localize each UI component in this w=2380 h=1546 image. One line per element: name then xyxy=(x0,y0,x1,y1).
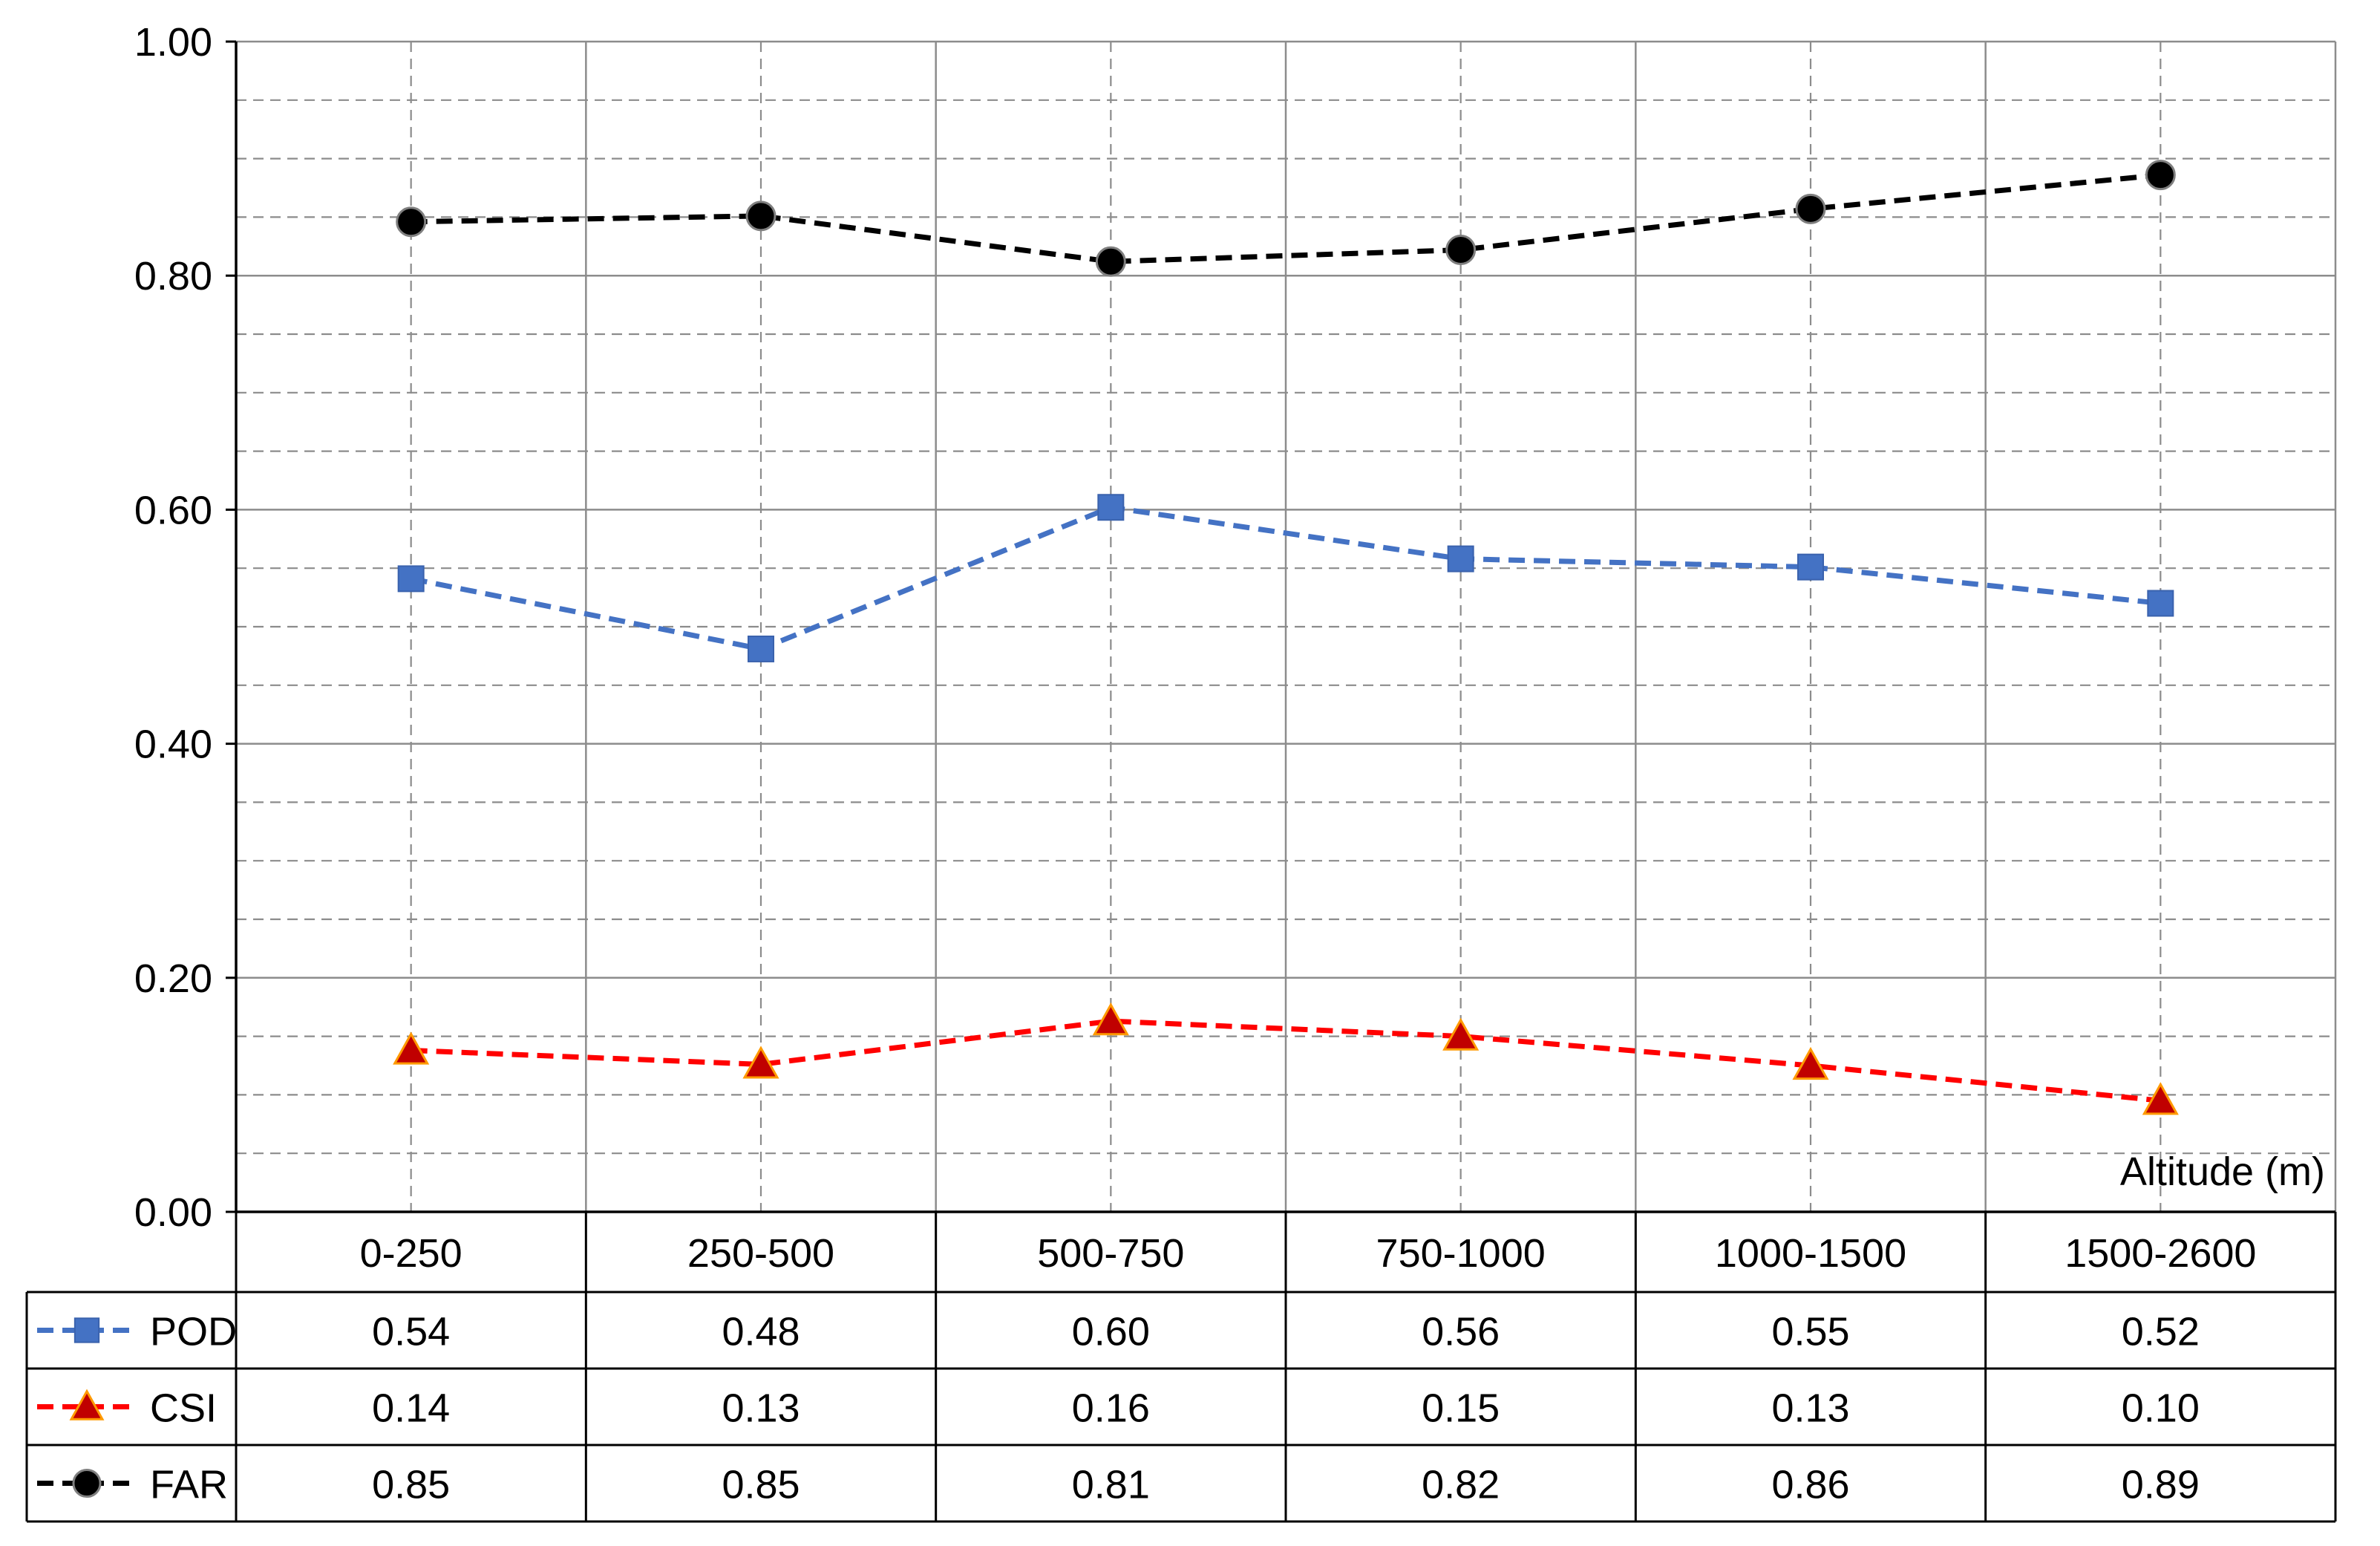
y-tick-label: 1.00 xyxy=(134,20,212,65)
table-value: 0.89 xyxy=(2122,1463,2200,1507)
table-value: 0.85 xyxy=(722,1463,800,1507)
table-value: 0.55 xyxy=(1771,1310,1849,1354)
series-line-far xyxy=(411,172,2161,264)
table-value: 0.86 xyxy=(1771,1463,1849,1507)
table-value: 0.13 xyxy=(1771,1386,1849,1431)
y-tick-label: 0.00 xyxy=(134,1190,212,1235)
table-value: 0.14 xyxy=(372,1386,450,1431)
table-value: 0.15 xyxy=(1422,1386,1500,1431)
legend-entry-far: FAR xyxy=(150,1463,228,1507)
legend-key-marker-csi xyxy=(69,1389,105,1421)
grid-lines xyxy=(236,40,2337,1212)
table-value: 0.81 xyxy=(1072,1463,1150,1507)
data-point-csi xyxy=(2142,1082,2179,1115)
data-point-pod xyxy=(397,565,425,593)
table-value: 0.60 xyxy=(1072,1310,1150,1354)
series-pod xyxy=(397,494,2174,662)
data-table: 0-250 250-500 500-750 750-1000 1000-1500 1500… xyxy=(25,1212,2337,1523)
y-tick-label: 0.20 xyxy=(134,956,212,1001)
data-point-far xyxy=(745,200,777,232)
x-tick-label: 750-1000 xyxy=(1376,1231,1546,1276)
data-point-pod xyxy=(1797,553,1824,581)
data-point-far xyxy=(1795,193,1826,224)
series-line-pod xyxy=(410,504,2161,652)
x-tick-label: 250-500 xyxy=(687,1231,834,1276)
legend-entry-csi: CSI xyxy=(150,1386,217,1431)
data-point-csi xyxy=(742,1046,779,1079)
table-value: 0.16 xyxy=(1072,1386,1150,1431)
data-point-far xyxy=(1445,235,1477,266)
legend-key-marker-far xyxy=(72,1468,102,1498)
series-line-csi xyxy=(411,1018,2161,1103)
x-axis-label: Altitude (m) xyxy=(2120,1149,2325,1194)
y-tick-label: 0.40 xyxy=(134,723,212,767)
y-axis-ticks: 0.00 0.20 0.40 0.60 0.80 1.00 xyxy=(134,20,236,1235)
x-tick-label: 500-750 xyxy=(1037,1231,1184,1276)
data-point-pod xyxy=(2147,590,2174,617)
table-value: 0.48 xyxy=(722,1310,800,1354)
y-tick-label: 0.80 xyxy=(134,254,212,299)
table-value: 0.54 xyxy=(372,1310,450,1354)
series-far xyxy=(396,160,2176,277)
data-point-csi xyxy=(393,1031,430,1065)
series-csi xyxy=(393,1002,2179,1115)
y-tick-label: 0.60 xyxy=(134,488,212,532)
x-tick-label: 0-250 xyxy=(360,1231,462,1276)
x-tick-label: 1000-1500 xyxy=(1715,1231,1906,1276)
data-point-pod xyxy=(1447,545,1474,573)
table-value: 0.56 xyxy=(1422,1310,1500,1354)
table-value: 0.13 xyxy=(722,1386,800,1431)
table-value: 0.10 xyxy=(2122,1386,2200,1431)
data-point-far xyxy=(1095,246,1126,277)
series-layer xyxy=(393,160,2179,1115)
data-point-far xyxy=(396,206,427,238)
legend-entry-pod: POD xyxy=(150,1310,237,1354)
x-tick-label: 1500-2600 xyxy=(2064,1231,2256,1276)
data-point-far xyxy=(2145,160,2176,191)
legend-key-marker-pod xyxy=(73,1317,100,1343)
data-point-csi xyxy=(1792,1046,1829,1080)
data-point-pod xyxy=(1097,494,1125,521)
table-value: 0.85 xyxy=(372,1463,450,1507)
table-value: 0.52 xyxy=(2122,1310,2200,1354)
data-point-csi xyxy=(1442,1017,1480,1051)
table-value: 0.82 xyxy=(1422,1463,1500,1507)
data-point-pod xyxy=(748,635,774,662)
data-point-csi xyxy=(1092,1002,1129,1036)
